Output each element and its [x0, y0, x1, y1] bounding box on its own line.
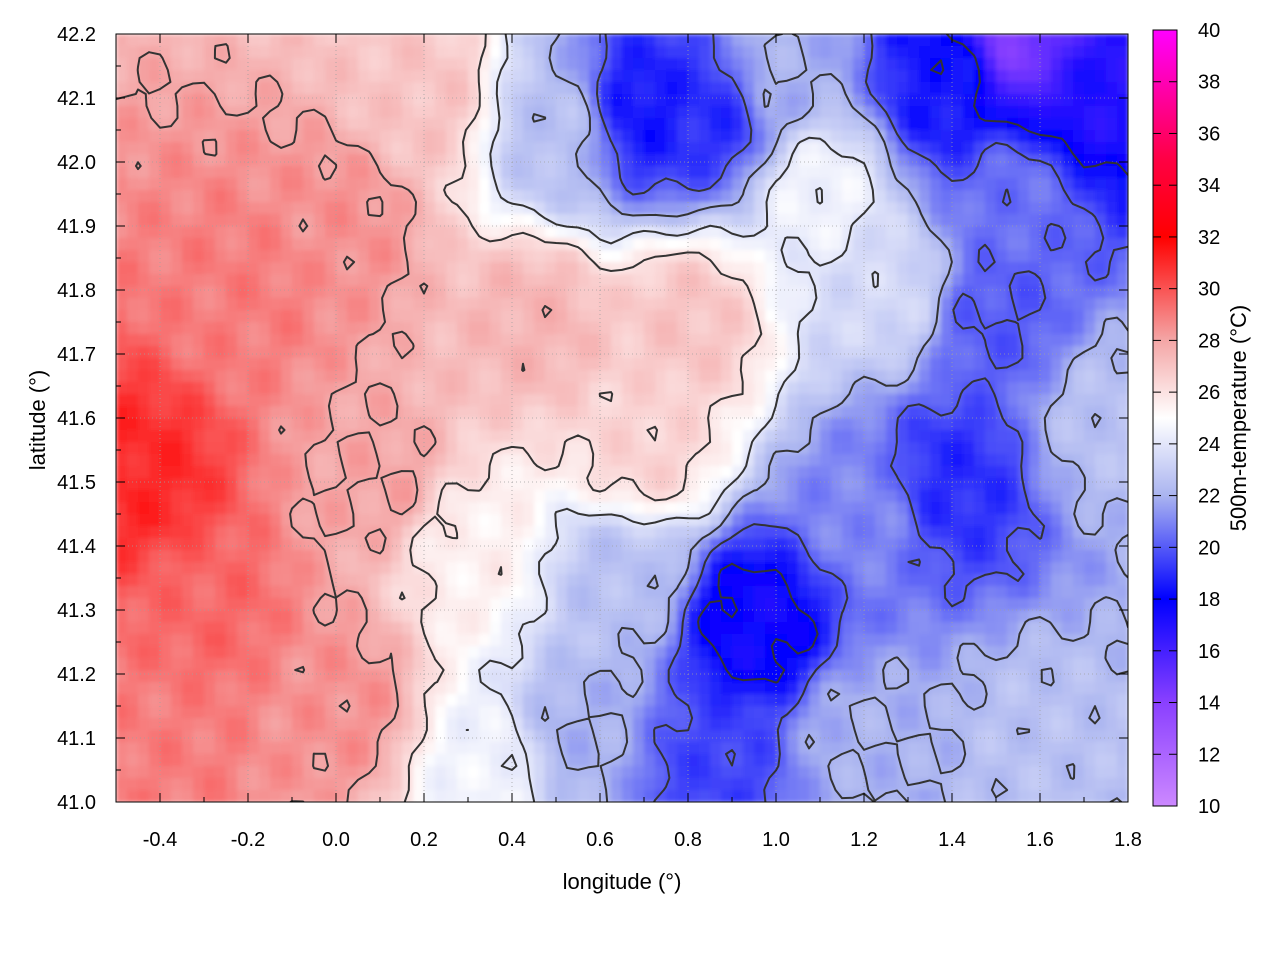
contour-lines [116, 34, 1128, 802]
y-tick-label: 41.2 [57, 664, 96, 686]
y-tick-label: 42.0 [57, 152, 96, 174]
colorbar-tick-label: 40 [1198, 20, 1220, 42]
colorbar-ticks: 10 12 14 16 18 20 22 24 26 28 30 32 34 36 38 40 [1153, 20, 1220, 818]
y-tick-label: 41.8 [57, 280, 96, 302]
contour-line-22 [531, 34, 1128, 802]
colorbar-tick-label: 10 [1198, 796, 1220, 818]
x-tick-label: 0.8 [674, 829, 702, 851]
colorbar-tick-label: 36 [1198, 123, 1220, 145]
colorbar-tick-label: 18 [1198, 589, 1220, 611]
x-tick-label: 1.4 [938, 829, 966, 851]
x-tick-label: 1.2 [850, 829, 878, 851]
colorbar-tick-label: 24 [1198, 434, 1220, 456]
x-tick-label: 1.6 [1026, 829, 1054, 851]
colorbar-tick-label: 34 [1198, 175, 1220, 197]
contour-line-26 [398, 34, 763, 802]
y-tick-label: 41.0 [57, 792, 96, 814]
y-tick-label: 41.6 [57, 408, 96, 430]
contour-line-24 [465, 34, 880, 802]
grid-lines [116, 34, 1128, 802]
x-axis-label: longitude (°) [563, 869, 682, 894]
x-tick-label: -0.4 [143, 829, 177, 851]
colorbar-tick-label: 20 [1198, 537, 1220, 559]
y-tick-label: 42.2 [57, 24, 96, 46]
colorbar-label: 500m-temperature (°C) [1226, 305, 1251, 531]
x-tick-label: -0.2 [231, 829, 265, 851]
x-tick-label: 0.0 [322, 829, 350, 851]
colorbar-tick-label: 32 [1198, 227, 1220, 249]
y-tick-label: 41.3 [57, 600, 96, 622]
y-tick-label: 41.4 [57, 536, 96, 558]
x-tick-label: 0.2 [410, 829, 438, 851]
contour-line-18 [697, 34, 1128, 684]
colorbar-tick-label: 16 [1198, 641, 1220, 663]
colorbar-tick-label: 28 [1198, 330, 1220, 352]
y-axis-label: latitude (°) [25, 370, 50, 471]
y-tick-label: 41.1 [57, 728, 96, 750]
colorbar-tick-label: 30 [1198, 279, 1220, 301]
colorbar-tick-label: 12 [1198, 744, 1220, 766]
y-tick-label: 41.7 [57, 344, 96, 366]
colorbar-tick-label: 14 [1198, 693, 1220, 715]
contour-line-20 [596, 34, 1128, 802]
x-tick-label: 0.6 [586, 829, 614, 851]
y-tick-label: 41.9 [57, 216, 96, 238]
colorbar [1152, 29, 1178, 807]
axis-ticks: -0.4 -0.2 0.0 0.2 0.4 0.6 0.8 1.0 1.2 1.4 1.6 1.8 41… [57, 24, 1142, 851]
contour-line-28 [116, 43, 553, 802]
x-tick-label: 1.8 [1114, 829, 1142, 851]
colorbar-tick-label: 26 [1198, 382, 1220, 404]
colorbar-tick-label: 22 [1198, 486, 1220, 508]
y-tick-label: 42.1 [57, 88, 96, 110]
y-tick-label: 41.5 [57, 472, 96, 494]
x-tick-label: 0.4 [498, 829, 526, 851]
colorbar-tick-label: 38 [1198, 72, 1220, 94]
x-tick-label: 1.0 [762, 829, 790, 851]
heatmap-field [116, 34, 1128, 802]
